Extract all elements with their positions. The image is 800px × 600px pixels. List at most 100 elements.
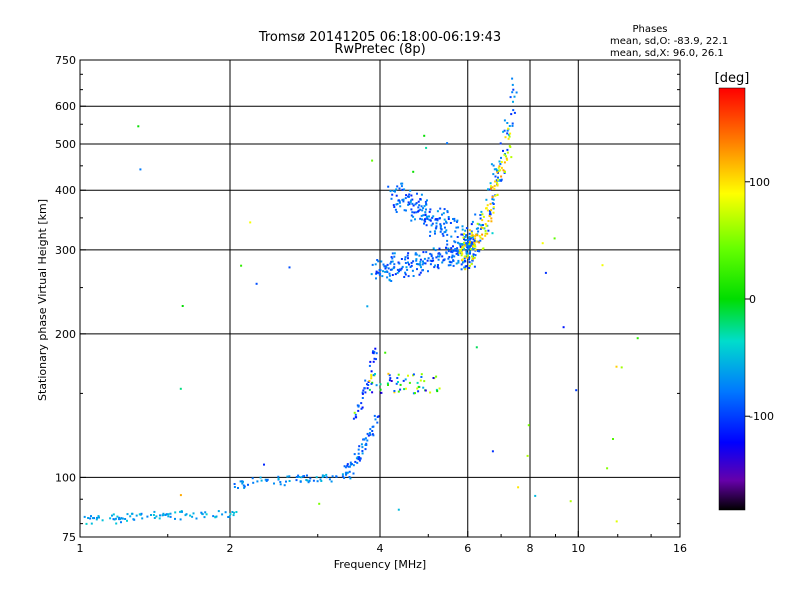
data-point [273, 482, 275, 485]
data-point [392, 267, 395, 270]
data-point [384, 351, 387, 354]
data-point [459, 249, 462, 251]
x-tick-label: 4 [377, 542, 384, 555]
data-point [346, 463, 349, 466]
data-point [461, 258, 464, 261]
data-point [371, 351, 374, 354]
data-point [369, 428, 372, 431]
data-point [408, 263, 410, 266]
data-point [169, 512, 172, 515]
data-point [357, 405, 360, 408]
data-point [349, 477, 352, 480]
data-point [366, 439, 369, 442]
data-point [200, 511, 203, 514]
data-point [437, 267, 440, 270]
data-point [410, 261, 413, 264]
data-point [443, 231, 446, 234]
data-point [435, 388, 438, 391]
data-point [510, 113, 513, 116]
data-point [429, 219, 432, 222]
data-point [403, 209, 406, 212]
data-point [243, 486, 246, 489]
data-point [434, 249, 437, 252]
data-point [496, 171, 499, 174]
data-point [428, 218, 431, 221]
data-point [412, 170, 415, 173]
data-point [436, 219, 439, 222]
data-point [442, 234, 445, 237]
data-point [380, 260, 383, 263]
data-point [503, 153, 506, 156]
data-point [490, 187, 492, 190]
data-point [371, 391, 374, 394]
data-point [121, 517, 124, 520]
data-point [471, 259, 474, 262]
data-point [425, 208, 427, 211]
data-point [426, 199, 428, 202]
data-point [423, 380, 426, 383]
data-point [431, 257, 434, 260]
data-point [426, 259, 429, 262]
data-point [513, 111, 516, 114]
data-point [495, 168, 498, 171]
data-point [138, 513, 141, 516]
data-point [330, 480, 333, 483]
data-point [407, 261, 409, 264]
data-point [241, 482, 244, 485]
data-point [435, 225, 438, 228]
data-point [141, 517, 144, 520]
data-point [397, 508, 400, 511]
data-point [162, 512, 165, 515]
data-point [382, 263, 385, 266]
data-point [242, 480, 244, 483]
data-point [461, 225, 464, 228]
data-point [463, 255, 466, 258]
data-point [425, 224, 428, 227]
data-point [411, 198, 414, 201]
data-point [403, 276, 406, 278]
data-point [508, 125, 511, 127]
data-point [379, 272, 382, 275]
data-point [247, 483, 249, 486]
data-point [442, 212, 445, 215]
data-point [438, 247, 441, 250]
data-point [507, 133, 510, 136]
cluster-f2-x-trace [458, 127, 513, 271]
data-point [109, 517, 112, 520]
data-point [306, 479, 309, 482]
data-point [474, 245, 477, 248]
data-point [318, 502, 321, 505]
data-point [479, 239, 482, 242]
data-point [375, 270, 378, 273]
data-point [256, 480, 259, 483]
data-point [417, 390, 420, 393]
data-point [150, 514, 152, 516]
data-point [496, 178, 499, 181]
data-point [461, 228, 464, 231]
data-point [467, 241, 470, 244]
data-point [260, 479, 263, 482]
data-point [569, 500, 572, 503]
data-point [472, 245, 475, 248]
data-point [348, 476, 351, 478]
data-point [361, 392, 364, 395]
data-point [445, 229, 448, 232]
data-point [491, 202, 494, 205]
data-point [459, 246, 462, 248]
data-point [484, 229, 487, 232]
data-point [348, 465, 351, 468]
data-point [485, 225, 488, 228]
data-point [396, 271, 399, 274]
data-point [416, 268, 418, 271]
data-point [297, 474, 300, 477]
data-point [371, 381, 374, 384]
data-point [553, 237, 556, 240]
data-point [375, 352, 378, 355]
data-point [494, 194, 497, 197]
data-point [460, 268, 463, 271]
data-point [487, 188, 489, 191]
data-point [439, 230, 442, 233]
data-point [511, 124, 514, 127]
data-point [496, 184, 499, 187]
data-point [354, 460, 357, 463]
